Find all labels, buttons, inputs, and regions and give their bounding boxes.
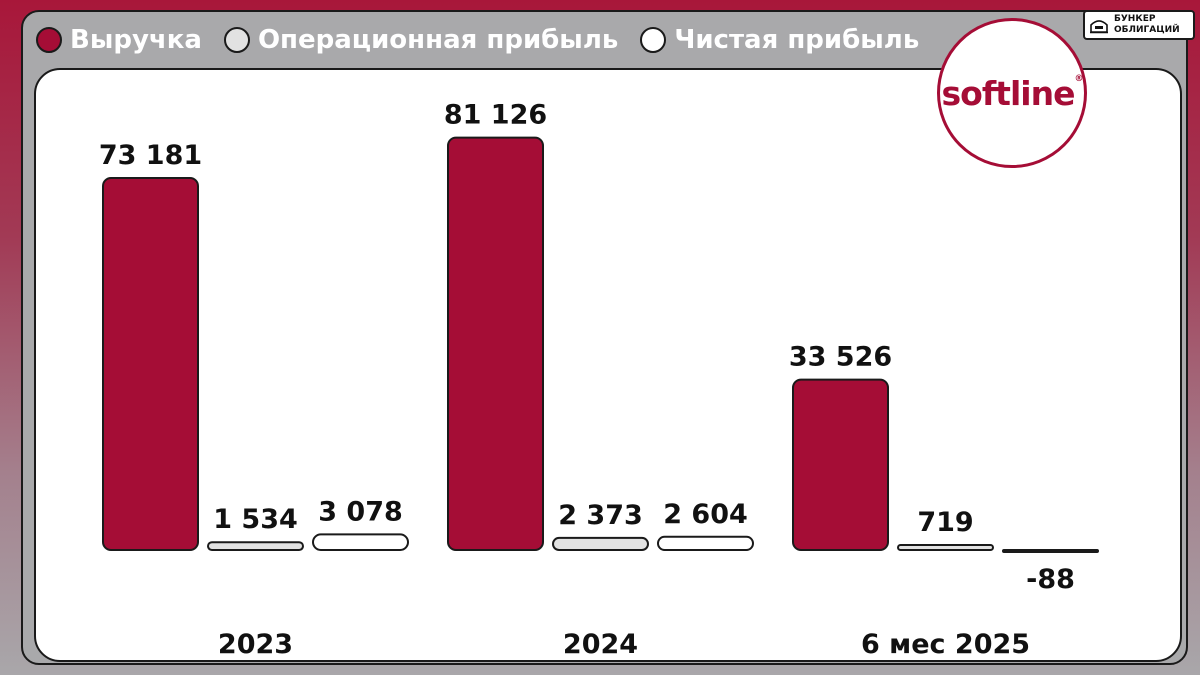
legend-label-revenue: Выручка xyxy=(70,25,202,55)
data-label-operating-profit-0: 1 534 xyxy=(213,504,298,535)
category-label-0: 2023 xyxy=(218,629,293,660)
legend-swatch-revenue xyxy=(36,27,62,53)
category-label-2: 6 мес 2025 xyxy=(861,629,1030,660)
data-label-operating-profit-2: 719 xyxy=(917,507,973,538)
data-label-net-profit-0: 3 078 xyxy=(318,496,403,527)
category-label-1: 2024 xyxy=(563,629,638,660)
bar-operating-profit-1 xyxy=(552,536,649,551)
legend-item-operating-profit: Операционная прибыль xyxy=(223,25,619,55)
legend-label-operating-profit: Операционная прибыль xyxy=(257,25,619,55)
legend-swatch-net-profit xyxy=(640,27,667,53)
bar-net-profit-0 xyxy=(312,533,409,551)
data-label-operating-profit-1: 2 373 xyxy=(558,500,643,531)
bar-operating-profit-0 xyxy=(207,541,304,552)
softline-logo: softline® xyxy=(937,18,1087,168)
bunker-badge: БУНКЕР ОБЛИГАЦИЙ xyxy=(1083,10,1195,40)
data-label-net-profit-1: 2 604 xyxy=(663,499,748,530)
bunker-icon xyxy=(1090,20,1108,34)
bar-chart: 73 181 1 534 3 078 2023 81 126 2 373 2 604 2024… xyxy=(99,100,1099,660)
bar-net-profit-1 xyxy=(657,535,754,552)
bar-net-profit-2 xyxy=(1002,549,1099,553)
badge-line-2: ОБЛИГАЦИЙ xyxy=(1114,25,1180,35)
data-label-revenue-0: 73 181 xyxy=(99,140,202,171)
data-label-net-profit-2: -88 xyxy=(1026,564,1075,595)
data-label-revenue-1: 81 126 xyxy=(444,100,547,131)
bar-revenue-2 xyxy=(792,378,889,551)
legend-label-net-profit: Чистая прибыль xyxy=(674,25,920,55)
legend-item-revenue: Выручка xyxy=(36,25,202,55)
bar-operating-profit-2 xyxy=(897,544,994,551)
bar-revenue-0 xyxy=(102,177,199,551)
bar-revenue-1 xyxy=(447,136,544,552)
data-label-revenue-2: 33 526 xyxy=(789,342,892,373)
chart-panel: 73 181 1 534 3 078 2023 81 126 2 373 2 604 2024… xyxy=(34,68,1182,662)
badge-line-1: БУНКЕР xyxy=(1114,14,1156,24)
chart-legend: Выручка Операционная прибыль Чистая приб… xyxy=(36,18,919,62)
logo-wordmark: softline® xyxy=(941,73,1084,113)
legend-item-net-profit: Чистая прибыль xyxy=(640,25,919,55)
legend-swatch-operating-profit xyxy=(223,27,250,53)
